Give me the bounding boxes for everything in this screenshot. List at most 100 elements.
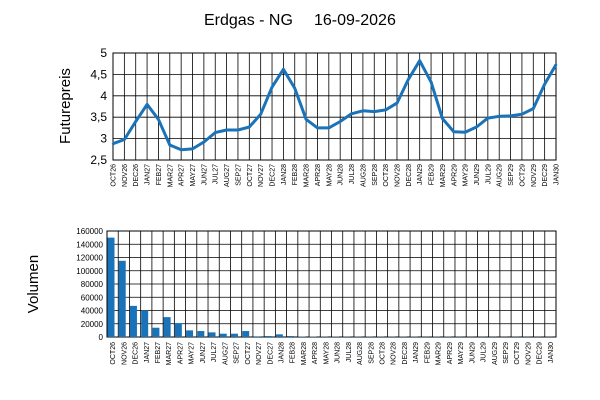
bar-ytick-label: 20000 (81, 320, 104, 329)
line-xtick-label: AUG28 (360, 164, 367, 187)
line-xtick-label: JAN30 (554, 164, 561, 185)
line-xtick-label: DEC27 (270, 164, 277, 187)
volume-bar (197, 331, 205, 337)
price-point (145, 103, 149, 106)
price-point (350, 112, 353, 115)
line-xtick-label: MAY29 (463, 164, 470, 187)
bar-xtick-label: AUG28 (357, 342, 364, 365)
line-ytick-label: 2,5 (90, 153, 107, 167)
bar-xtick-label: JUN29 (469, 342, 476, 364)
price-point (316, 126, 319, 130)
bar-plot-frame (106, 230, 557, 338)
price-point (418, 59, 421, 62)
line-plot-frame (112, 52, 557, 161)
price-point (532, 107, 535, 110)
price-point (441, 117, 444, 120)
bar-xtick-label: JUL29 (481, 342, 488, 362)
line-xtick-label: NOV27 (258, 164, 265, 187)
price-point (123, 138, 126, 141)
bar-ytick-label: 160000 (76, 227, 103, 236)
price-series-line (112, 59, 558, 152)
price-point (282, 68, 285, 71)
line-xtick-label: DEC26 (133, 164, 140, 187)
bar-xtick-label: JUL27 (211, 342, 218, 362)
line-xtick-label: JAN28 (281, 164, 288, 185)
price-point (520, 113, 524, 116)
bar-xtick-label: FEB29 (424, 342, 431, 364)
bar-xtick-label: MAY28 (323, 342, 330, 365)
price-point (463, 130, 467, 134)
bar-xtick-label: MAR28 (301, 342, 308, 365)
bar-xtick-label: DEC26 (133, 342, 140, 365)
bar-xtick-label: DEC29 (537, 342, 544, 365)
price-point (429, 80, 433, 84)
volume-bar (242, 331, 250, 337)
line-xtick-label: JUL29 (485, 164, 492, 184)
bar-xtick-label: OCT26 (110, 342, 117, 365)
price-point (384, 108, 387, 112)
price-point (475, 125, 478, 129)
volume-bar (264, 336, 272, 337)
price-point (452, 130, 455, 133)
price-point (168, 143, 171, 147)
price-point (498, 115, 501, 118)
line-xtick-label: SEP29 (508, 164, 515, 186)
line-xtick-label: FEB29 (429, 164, 436, 186)
bar-ytick-label: 0 (99, 333, 104, 342)
line-xtick-label: FEB27 (156, 164, 163, 186)
line-ytick-label: 5 (100, 46, 107, 60)
line-xtick-label: JAN29 (417, 164, 424, 185)
line-xtick-label: MAR27 (167, 164, 174, 187)
line-xtick-label: APR28 (315, 164, 322, 186)
bar-xtick-label: AUG27 (222, 342, 229, 365)
line-xtick-label: DEC28 (406, 164, 413, 187)
line-ytick-label: 3 (100, 132, 107, 146)
price-point (361, 109, 365, 112)
price-point (304, 118, 308, 121)
line-xtick-label: JUN28 (338, 164, 345, 186)
bar-xtick-label: MAY27 (189, 342, 196, 365)
price-point (248, 125, 251, 129)
price-point (179, 148, 183, 151)
bar-xtick-label: OCT27 (245, 342, 252, 365)
bar-ytick-label: 140000 (76, 240, 103, 249)
line-xtick-label: AUG29 (497, 164, 504, 187)
line-xtick-label: OCT29 (519, 164, 526, 187)
line-xtick-label: SEP28 (372, 164, 379, 186)
volume-bar (163, 317, 171, 337)
bar-xtick-label: NOV26 (121, 342, 128, 365)
bar-ytick-label: 100000 (76, 267, 103, 276)
bar-ytick-label: 120000 (76, 254, 103, 263)
line-xtick-label: APR27 (179, 164, 186, 186)
price-point (554, 63, 558, 66)
price-point (157, 118, 160, 121)
price-point (486, 116, 490, 120)
line-xtick-label: OCT28 (383, 164, 390, 187)
line-xtick-label: JUL27 (213, 164, 220, 184)
bar-y-axis-label: Volumen (25, 255, 42, 313)
bar-xtick-label: JUL28 (346, 342, 353, 362)
bar-xtick-label: JUN27 (200, 342, 207, 364)
line-xtick-label: NOV26 (122, 164, 129, 187)
bar-xtick-label: MAR27 (166, 342, 173, 365)
line-xtick-label: JUL28 (349, 164, 356, 184)
bar-xtick-label: APR28 (312, 342, 319, 364)
chart-title: Erdgas - NG (204, 12, 293, 29)
bar-ytick-label: 80000 (81, 280, 104, 289)
volume-bar (219, 333, 227, 337)
line-xtick-label: OCT26 (111, 164, 118, 187)
volume-bar (141, 310, 149, 337)
bar-xtick-label: JAN27 (144, 342, 151, 363)
bar-xtick-label: DEC27 (267, 342, 274, 365)
line-y-axis-label: Futurepreis (57, 68, 74, 144)
price-point (293, 86, 296, 90)
price-point (395, 101, 399, 105)
price-point (327, 126, 331, 130)
line-xtick-label: MAR29 (440, 164, 447, 187)
line-xtick-label: JUN29 (474, 164, 481, 186)
price-point (191, 147, 194, 151)
volume-bar (230, 333, 238, 337)
bar-xtick-label: APR29 (447, 342, 454, 364)
line-xtick-label: JAN27 (145, 164, 152, 185)
